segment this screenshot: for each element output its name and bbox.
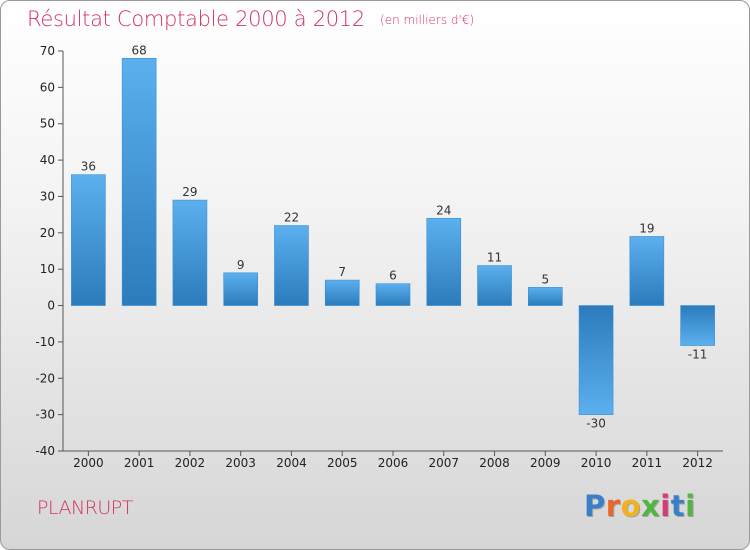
y-tick-label: -20: [35, 371, 55, 385]
data-label: 36: [81, 160, 96, 174]
bar-2011: [629, 236, 665, 306]
x-tick-label: 2010: [581, 456, 612, 470]
chart-title-main: Résultat Comptable 2000 à 2012: [27, 7, 365, 31]
logo-letter: r: [605, 489, 621, 523]
x-tick-label: 2011: [632, 456, 663, 470]
x-tick-label: 2009: [530, 456, 561, 470]
y-tick-label: 20: [40, 226, 55, 240]
y-tick-label: 0: [47, 299, 55, 313]
y-tick-label: -30: [35, 408, 55, 422]
logo-letter: t: [670, 489, 686, 523]
data-label: 7: [338, 265, 346, 279]
chart-title: Résultat Comptable 2000 à 2012 (en milli…: [27, 7, 474, 31]
data-label: 24: [436, 203, 451, 217]
x-tick-label: 2003: [225, 456, 256, 470]
data-label: -11: [688, 348, 708, 362]
bar-2007: [426, 217, 462, 306]
x-tick-label: 2002: [175, 456, 206, 470]
y-tick-label: 70: [40, 44, 55, 58]
bar-2004: [274, 225, 309, 306]
commune-name: PLANRUPT: [37, 497, 133, 519]
bar-2010: [578, 305, 614, 415]
y-tick-label: -40: [35, 444, 55, 458]
bar-2003: [223, 272, 258, 306]
y-tick-label: 50: [40, 117, 55, 131]
bar-2008: [477, 265, 512, 306]
chart-title-unit: (en milliers d'€): [380, 13, 475, 27]
data-label: 68: [132, 43, 147, 57]
x-tick-label: 2008: [479, 456, 510, 470]
data-label: 19: [639, 221, 654, 235]
data-label: 29: [182, 185, 197, 199]
bar-2009: [528, 287, 563, 306]
bar-2000: [71, 174, 106, 306]
x-tick-label: 2012: [682, 456, 713, 470]
x-tick-label: 2006: [378, 456, 409, 470]
x-tick-label: 2005: [327, 456, 358, 470]
data-label: 5: [541, 272, 549, 286]
y-tick-label: -10: [35, 335, 55, 349]
x-tick-label: 2001: [124, 456, 155, 470]
logo-letter: i: [660, 489, 671, 523]
y-tick-label: 10: [40, 262, 55, 276]
data-label: 6: [389, 269, 397, 283]
data-label: 11: [487, 251, 502, 265]
x-tick-label: 2004: [276, 456, 307, 470]
bar-2012: [680, 305, 715, 346]
y-tick-label: 60: [40, 80, 55, 94]
data-label: -30: [586, 417, 606, 431]
proxiti-logo: Proxiti: [584, 489, 696, 523]
data-label: 9: [237, 258, 245, 272]
bar-2002: [172, 199, 208, 306]
y-tick-label: 30: [40, 189, 55, 203]
x-tick-label: 2000: [73, 456, 104, 470]
bar-2005: [324, 279, 360, 306]
logo-letter: x: [641, 489, 661, 523]
y-tick-label: 40: [40, 153, 55, 167]
bar-2001: [121, 57, 157, 306]
logo-letter: i: [685, 489, 696, 523]
x-tick-label: 2007: [428, 456, 459, 470]
data-label: 22: [284, 211, 299, 225]
bar-2006: [375, 283, 411, 306]
logo-letter: o: [620, 489, 642, 523]
logo-letter: P: [584, 489, 606, 523]
